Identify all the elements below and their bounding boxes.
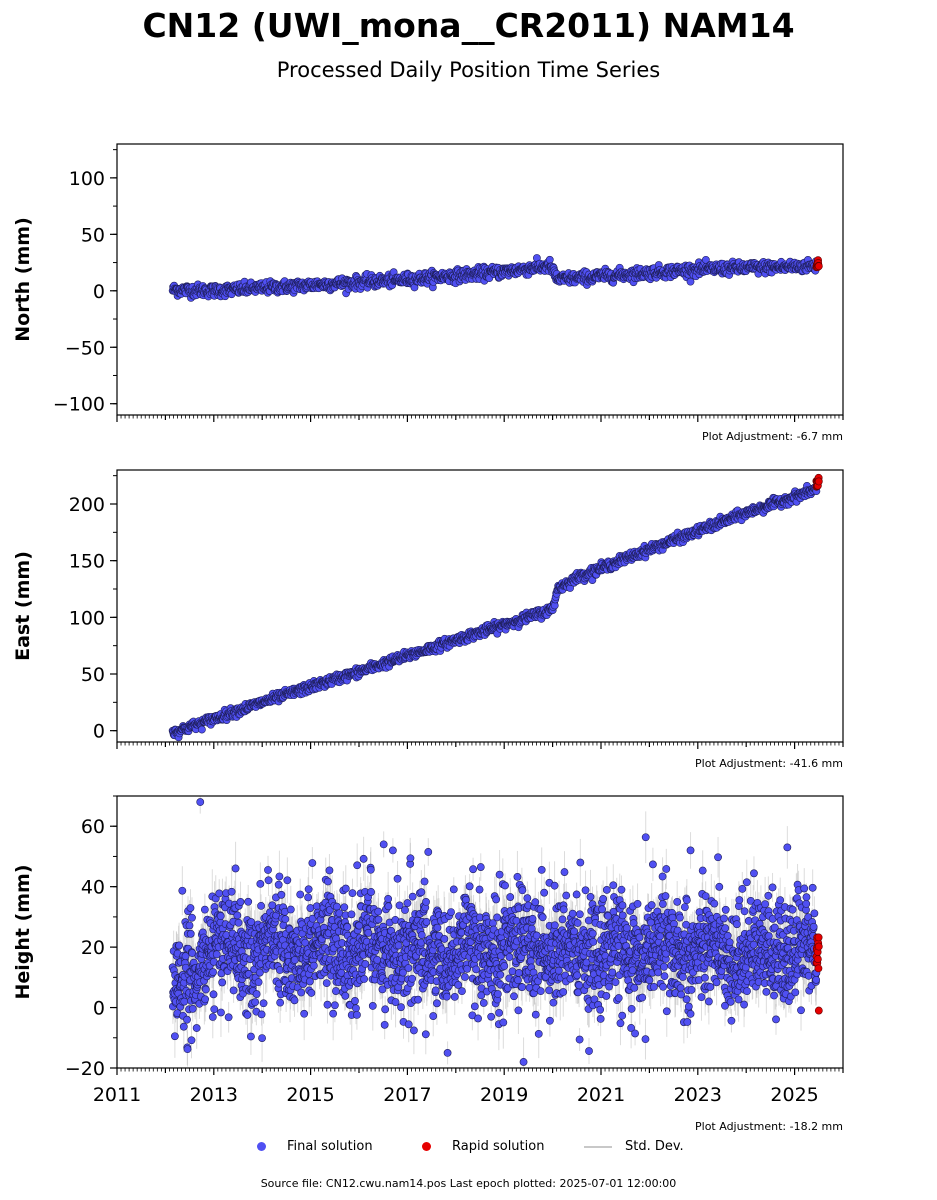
- y-tick-label: 150: [69, 551, 105, 573]
- y-tick-label: 50: [81, 664, 105, 686]
- chart-title: CN12 (UWI_mona__CR2011) NAM14: [142, 6, 795, 45]
- y-tick-label: −100: [53, 394, 105, 416]
- plot-adjustment-note: Plot Adjustment: -41.6 mm: [695, 757, 843, 770]
- y-tick-label: 50: [81, 224, 105, 246]
- panel-1: −100 −50 0 50 100 North (mm) Plot Adjustment: …: [12, 143, 844, 443]
- panel-2: 0 50 100 150 200 East (mm) Plot Adjustment: -4…: [12, 469, 844, 770]
- y-tick-label: 0: [93, 281, 105, 303]
- y-tick-label: 100: [69, 168, 105, 190]
- y-tick-label: 200: [69, 494, 105, 516]
- y-axis-label: East (mm): [12, 551, 34, 661]
- y-axis-label: North (mm): [12, 217, 34, 342]
- final-solution-point: [686, 277, 695, 286]
- data-layer: [168, 473, 823, 742]
- y-tick-label: 100: [69, 607, 105, 629]
- rapid-solution-point: [814, 477, 823, 486]
- final-solution-point: [545, 255, 554, 264]
- data-layer: [168, 796, 823, 1068]
- y-tick-label: −50: [65, 337, 105, 359]
- final-solution-point: [197, 725, 206, 734]
- y-tick-label: 0: [93, 721, 105, 743]
- rapid-solution-point: [814, 262, 823, 271]
- plot-adjustment-note: Plot Adjustment: -6.7 mm: [702, 430, 843, 443]
- data-layer: [168, 254, 823, 302]
- chart-subtitle: Processed Daily Position Time Series: [276, 58, 661, 82]
